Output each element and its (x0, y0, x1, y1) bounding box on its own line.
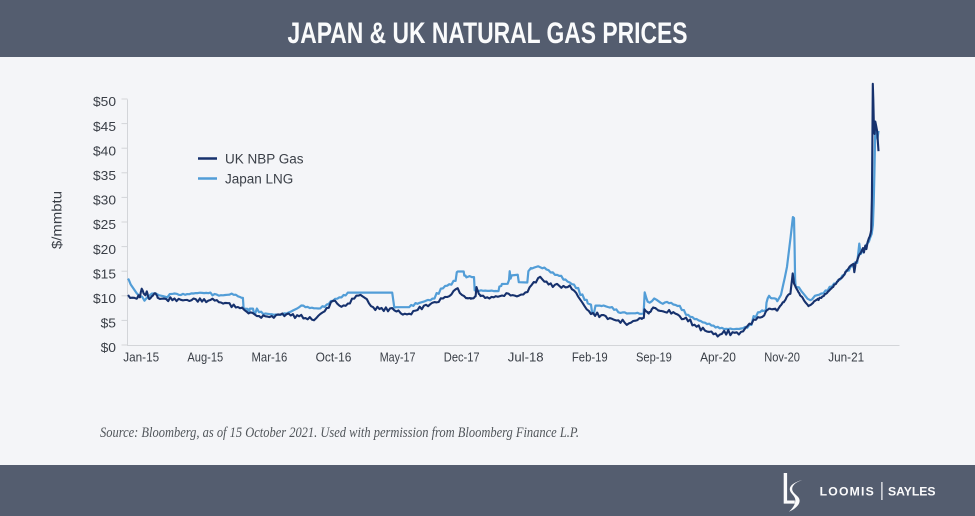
svg-text:Oct-16: Oct-16 (316, 350, 352, 365)
svg-text:Dec-17: Dec-17 (444, 350, 480, 365)
svg-text:UK NBP Gas: UK NBP Gas (225, 152, 304, 167)
svg-text:Sep-19: Sep-19 (636, 350, 672, 365)
svg-text:$0: $0 (101, 340, 116, 355)
svg-text:$50: $50 (93, 94, 116, 109)
svg-text:LOOMIS: LOOMIS (820, 484, 876, 498)
svg-text:Jan-15: Jan-15 (123, 350, 159, 365)
svg-text:Jun-21: Jun-21 (828, 350, 864, 365)
svg-text:Source: Bloomberg, as of 15 Oc: Source: Bloomberg, as of 15 October 2021… (100, 425, 579, 441)
svg-text:$25: $25 (93, 217, 116, 232)
svg-text:SAYLES: SAYLES (888, 484, 938, 498)
svg-text:$40: $40 (93, 143, 116, 158)
svg-text:Japan LNG: Japan LNG (225, 172, 293, 187)
svg-text:Nov-20: Nov-20 (764, 350, 800, 365)
svg-text:$45: $45 (93, 119, 116, 134)
svg-text:May-17: May-17 (380, 350, 416, 365)
svg-text:$15: $15 (93, 266, 116, 281)
svg-text:Mar-16: Mar-16 (252, 350, 288, 365)
svg-text:$5: $5 (101, 316, 116, 331)
svg-text:Feb-19: Feb-19 (572, 350, 608, 365)
svg-text:Aug-15: Aug-15 (187, 350, 223, 365)
svg-text:Jul-18: Jul-18 (508, 350, 544, 365)
svg-text:$10: $10 (93, 291, 116, 306)
svg-text:$30: $30 (93, 193, 116, 208)
svg-text:$35: $35 (93, 168, 116, 183)
svg-text:JAPAN & UK NATURAL GAS PRICES: JAPAN & UK NATURAL GAS PRICES (288, 17, 688, 50)
svg-text:$20: $20 (93, 242, 116, 257)
svg-text:Apr-20: Apr-20 (700, 350, 736, 365)
svg-text:$/mmbtu: $/mmbtu (50, 191, 65, 249)
